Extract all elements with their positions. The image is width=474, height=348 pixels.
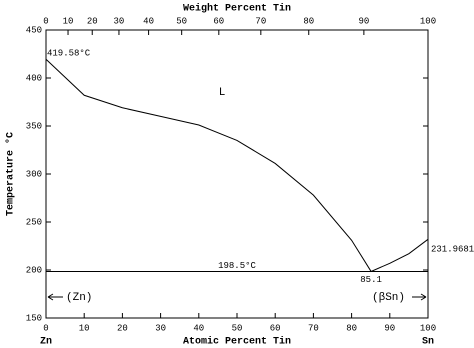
x2-tick-label: 20 [87,16,98,26]
x-tick-label: 20 [117,323,128,333]
x-tick-label: 0 [43,323,48,333]
phase-label: L [219,87,226,99]
phase-arrow-head [420,293,427,301]
x2-tick-label: 80 [303,16,314,26]
liquidus-line [45,58,429,273]
x2-tick-label: 40 [143,16,154,26]
phase-arrow-head [47,293,54,301]
x-tick-label: 30 [155,323,166,333]
y-tick-label: 300 [26,169,42,179]
x-tick-label: 10 [79,323,90,333]
x-tick-label: 50 [232,323,243,333]
x-tick-label: 80 [346,323,357,333]
x2-tick-label: 10 [63,16,74,26]
x2-tick-label: 100 [420,16,436,26]
x2-tick-label: 90 [358,16,369,26]
x-tick-label: 100 [420,323,436,333]
x-axis-title: Atomic Percent Tin [183,336,291,348]
y-tick-label: 400 [26,73,42,83]
eutectic-temp-label: 198.5°C [218,261,256,271]
y-tick-label: 200 [26,265,42,275]
eutectic-comp-label: 85.1 [360,275,382,285]
x2-tick-label: 50 [176,16,187,26]
x-tick-label: 90 [384,323,395,333]
x-tick-label: 60 [270,323,281,333]
x2-tick-label: 70 [255,16,266,26]
phase-label: (βSn) [372,292,405,304]
value-label: 231.9681°C [431,245,474,255]
y-axis-title: Temperature °C [5,132,17,216]
value-label: 419.58°C [47,49,91,59]
y-tick-label: 350 [26,121,42,131]
y-tick-label: 450 [26,25,42,35]
element-label: Zn [40,337,52,348]
x2-tick-label: 30 [114,16,125,26]
x2-tick-label: 60 [213,16,224,26]
x-tick-label: 70 [308,323,319,333]
x-tick-label: 40 [193,323,204,333]
y-tick-label: 250 [26,217,42,227]
phase-label: (Zn) [66,292,92,304]
y-tick-label: 150 [26,313,42,323]
x2-tick-label: 0 [43,16,48,26]
top-axis-title: Weight Percent Tin [183,3,291,15]
element-label: Sn [422,337,434,348]
